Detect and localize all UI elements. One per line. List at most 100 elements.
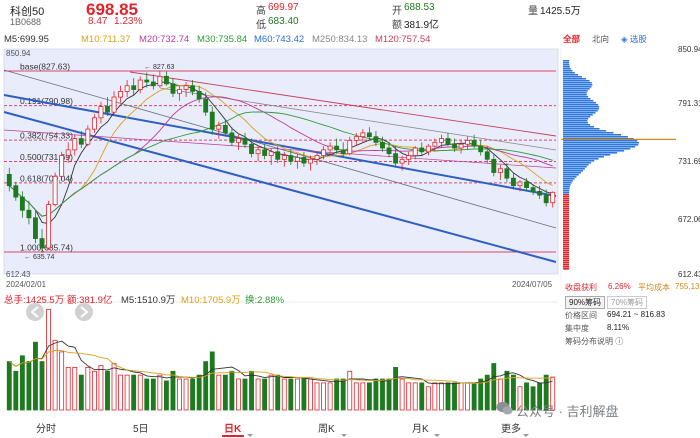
candle — [137, 79, 143, 90]
volume-bar — [373, 378, 379, 411]
volume-bar — [406, 382, 412, 411]
chip-bar — [563, 190, 570, 192]
index-code: 1B0688 — [10, 17, 42, 27]
candle — [543, 194, 549, 204]
chip-bar — [563, 126, 595, 128]
volume-bars — [6, 308, 556, 411]
price-change: 8.47 — [88, 16, 108, 27]
chip-desc-link[interactable]: 筹码分布说明 ⓘ — [565, 336, 623, 347]
volume-bar — [249, 370, 254, 411]
fib-label: 0.382(754.33) — [20, 131, 73, 141]
chip-bar — [563, 102, 597, 104]
ma30-line — [9, 111, 553, 217]
chip-bar — [563, 232, 569, 234]
volume-bar — [484, 374, 490, 411]
chip-bar — [563, 184, 571, 186]
candle — [65, 149, 71, 156]
wechat-icon — [496, 401, 513, 415]
candle — [327, 145, 333, 151]
amount-label: 额 — [392, 20, 402, 31]
filter-icon: ◈ — [621, 34, 630, 44]
trend-line — [159, 87, 557, 151]
volume-bar — [72, 366, 78, 411]
volume-bar — [52, 339, 58, 411]
chip-bar — [563, 122, 588, 124]
tab-select[interactable]: ◈ 选股 — [621, 33, 647, 45]
tab-north[interactable]: 北向 — [592, 34, 610, 44]
candle — [347, 140, 353, 155]
tab-select-label: 选股 — [629, 34, 647, 44]
candle — [314, 155, 320, 160]
vol-total: 总手:1425.5万 — [4, 295, 65, 306]
nav-daily-k[interactable]: 日K — [224, 424, 242, 435]
chip-bar — [563, 256, 569, 258]
chip-bar — [563, 230, 569, 232]
volume-bar — [425, 386, 431, 411]
vol-ma10: M10:1705.9万 — [181, 295, 241, 306]
candle — [438, 138, 444, 143]
volume-bar — [85, 366, 91, 411]
nav-monthly-k[interactable]: 月K — [412, 424, 429, 435]
volume-bar — [340, 378, 346, 411]
chip-price-3: 731.69 — [678, 157, 700, 166]
candle — [366, 132, 372, 138]
volume-bar — [33, 341, 38, 411]
chip-bar — [563, 112, 596, 114]
nav-weekly-k[interactable]: 周K — [318, 424, 335, 435]
scroll-left-icon[interactable] — [26, 303, 44, 321]
volume-bar — [242, 378, 248, 411]
volume-bar — [105, 370, 110, 411]
nav-intraday[interactable]: 分时 — [36, 424, 56, 435]
chip-bar — [563, 88, 590, 90]
tab-chip-70[interactable]: 70%筹码 — [607, 296, 648, 309]
chip-bar — [563, 244, 569, 246]
candle — [288, 155, 294, 162]
fib-label: 0.500(731.69) — [20, 152, 73, 162]
volume-bar — [308, 378, 313, 411]
nav-more[interactable]: 更多 — [501, 424, 521, 435]
chip-bar — [563, 264, 569, 266]
chip-bar — [563, 222, 569, 224]
avg-cost-label: 平均成本 — [638, 283, 670, 292]
chip-stats-panel: 收盘获利 6.26% 平均成本 755.13 90%筹码 70%筹码 价格区间 … — [563, 282, 700, 352]
chip-bar — [563, 172, 581, 174]
volume-label: 量 — [528, 6, 538, 17]
candle — [196, 90, 202, 100]
tab-all[interactable]: 全部 — [563, 34, 581, 44]
nav-5day[interactable]: 5日 — [133, 424, 149, 435]
volume-bar — [190, 378, 196, 411]
volume-bar — [236, 378, 241, 411]
scroll-right-icon[interactable] — [75, 303, 93, 321]
candle — [340, 149, 346, 155]
volume-bar — [255, 378, 261, 411]
volume-value: 1425.5万 — [540, 6, 581, 17]
candle — [491, 158, 497, 173]
ma10-legend: M10:711.37 — [81, 34, 131, 45]
candle — [131, 85, 137, 90]
chip-bar — [563, 104, 599, 106]
chip-bar — [563, 106, 600, 108]
volume-bar — [419, 382, 425, 411]
volume-bar — [511, 374, 516, 411]
volume-bar — [543, 374, 549, 411]
chip-bar — [563, 194, 570, 196]
caret-down-icon — [341, 434, 347, 437]
chip-bar — [563, 72, 575, 74]
candle — [275, 151, 281, 160]
chip-bar — [563, 228, 569, 230]
candle — [458, 143, 464, 149]
high-label: 高 — [256, 6, 266, 17]
chip-bar — [563, 246, 569, 248]
candle — [524, 181, 529, 189]
candle — [203, 98, 209, 113]
chip-bar — [563, 80, 590, 82]
chip-bar — [563, 130, 607, 132]
tab-chip-90[interactable]: 90%筹码 — [565, 296, 606, 309]
candle — [105, 106, 110, 113]
volume-bar — [157, 374, 163, 411]
candle — [386, 147, 392, 155]
fibonacci-levels: base(827.63) 0.191(790.98) 0.382(754.33) 0.… — [4, 61, 556, 261]
chip-desc-label: 筹码分布说明 — [565, 337, 613, 346]
chip-bar — [563, 110, 598, 112]
